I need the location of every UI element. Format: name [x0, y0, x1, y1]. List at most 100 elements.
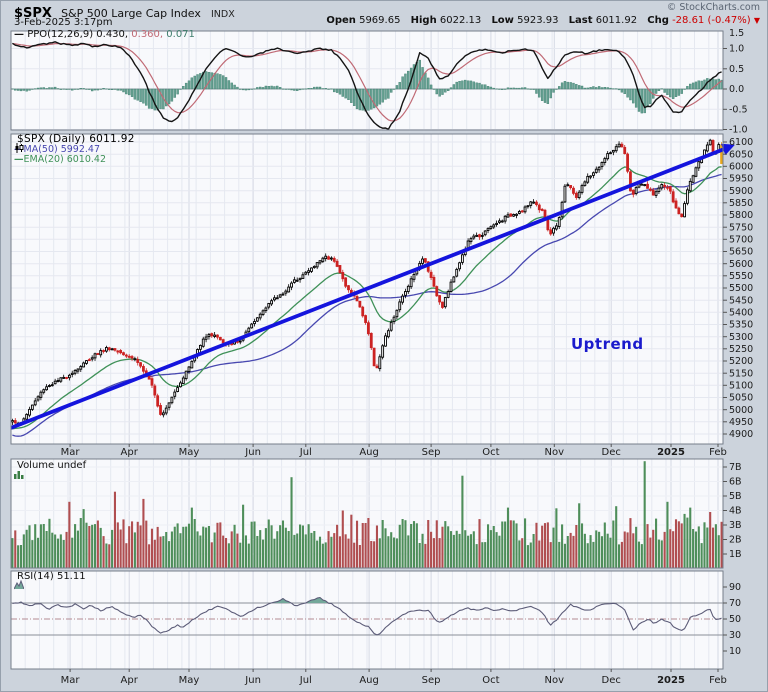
svg-text:1.5: 1.5: [729, 29, 744, 39]
svg-text:10: 10: [729, 646, 741, 657]
ppo-label: PPO(12,26,9): [27, 29, 94, 40]
rsi-legend-text: RSI(14) 51.11: [17, 571, 86, 582]
svg-text:5900: 5900: [729, 186, 753, 197]
chart-header: $SPX S&P 500 Large Cap Index INDX 3-Feb-…: [1, 1, 767, 29]
svg-text:Feb: Feb: [709, 675, 727, 686]
svg-text:2025: 2025: [657, 447, 685, 458]
svg-text:0.0: 0.0: [729, 84, 744, 95]
svg-text:5200: 5200: [729, 356, 753, 367]
ma50-legend-text: MA(50) 5992.47: [23, 143, 101, 155]
ppo-hist-value: 0.071: [166, 29, 195, 40]
ppo-signal-value: 0.360,: [131, 29, 164, 40]
svg-text:5100: 5100: [729, 381, 753, 392]
chg-label: Chg: [647, 15, 669, 26]
svg-text:Nov: Nov: [545, 447, 565, 458]
svg-text:Nov: Nov: [545, 675, 565, 686]
ema20-legend-row: —EMA(20) 6010.42: [14, 154, 135, 166]
svg-text:-0.5: -0.5: [729, 105, 748, 116]
low-value: 5923.93: [517, 15, 559, 26]
svg-text:Mar: Mar: [61, 447, 81, 458]
open-label: Open: [326, 15, 356, 26]
svg-text:5B: 5B: [729, 491, 742, 502]
svg-text:4900: 4900: [729, 429, 753, 440]
svg-text:Feb: Feb: [709, 447, 727, 458]
svg-text:1B: 1B: [729, 549, 742, 560]
svg-text:Dec: Dec: [602, 675, 621, 686]
symbol: $SPX: [14, 6, 52, 21]
high-value: 6022.13: [439, 15, 482, 26]
svg-text:1.0: 1.0: [729, 44, 744, 55]
svg-text:Mar: Mar: [61, 675, 81, 686]
svg-text:Apr: Apr: [121, 447, 139, 458]
last-value: 6011.92: [595, 15, 638, 26]
svg-text:5750: 5750: [729, 222, 753, 233]
svg-text:5800: 5800: [729, 210, 753, 221]
volume-status: undef: [57, 460, 87, 471]
volume-panel: 7B 6B 5B 4B 3B 2B 1B: [10, 458, 742, 569]
svg-text:7B: 7B: [729, 462, 742, 473]
svg-text:5600: 5600: [729, 259, 753, 270]
svg-text:May: May: [179, 447, 200, 458]
svg-text:5150: 5150: [729, 368, 753, 379]
ppo-line-swatch: —: [14, 29, 24, 40]
svg-text:5400: 5400: [729, 308, 753, 319]
ppo-value: 0.430,: [96, 29, 129, 40]
svg-text:5950: 5950: [729, 174, 753, 185]
svg-text:Jul: Jul: [299, 675, 312, 686]
svg-text:5250: 5250: [729, 344, 753, 355]
svg-text:6050: 6050: [729, 149, 753, 160]
svg-text:6100: 6100: [729, 137, 753, 148]
svg-text:Jun: Jun: [244, 447, 261, 458]
svg-text:Dec: Dec: [602, 447, 621, 458]
ema20-legend-text: EMA(20) 6010.42: [23, 154, 107, 165]
symbol-name: S&P 500 Large Cap Index: [61, 7, 201, 20]
svg-text:5850: 5850: [729, 198, 753, 209]
open-value: 5969.65: [359, 15, 401, 26]
svg-text:5500: 5500: [729, 283, 753, 294]
rsi-legend: RSI(14) 51.11: [14, 571, 86, 590]
svg-text:5000: 5000: [729, 405, 753, 416]
volume-label: Volume: [17, 460, 55, 471]
watermark: © StockCharts.com: [666, 2, 760, 13]
ppo-panel: 1.5 1.0 0.5 0.0 -0.5 -1.0: [10, 29, 748, 133]
svg-text:2025: 2025: [657, 675, 685, 686]
volume-legend: Volume undef: [14, 460, 87, 479]
svg-text:5650: 5650: [729, 247, 753, 258]
last-label: Last: [568, 15, 593, 26]
svg-text:May: May: [179, 675, 200, 686]
chart-datetime: 3-Feb-2025 3:17pm: [14, 17, 113, 28]
svg-text:4B: 4B: [729, 506, 742, 517]
chg-down-arrow-icon: ▼: [753, 16, 760, 25]
svg-text:6000: 6000: [729, 162, 753, 173]
ema20-swatch: —: [14, 154, 24, 165]
high-label: High: [410, 15, 437, 26]
ma50-legend-row: —MA(50) 5992.47: [14, 143, 135, 156]
svg-text:Aug: Aug: [359, 675, 379, 686]
svg-text:5450: 5450: [729, 295, 753, 306]
price-legend: $SPX (Daily) 6011.92 —MA(50) 5992.47 —EM…: [14, 134, 135, 166]
svg-text:5350: 5350: [729, 320, 753, 331]
svg-text:70: 70: [729, 598, 741, 609]
uptrend-annotation: Uptrend: [571, 335, 644, 353]
svg-text:Jun: Jun: [244, 675, 261, 686]
svg-text:0.5: 0.5: [729, 64, 744, 75]
svg-text:90: 90: [729, 582, 741, 593]
svg-text:3B: 3B: [729, 520, 742, 531]
svg-text:Oct: Oct: [482, 675, 499, 686]
svg-text:50: 50: [729, 614, 741, 625]
ppo-legend: — PPO(12,26,9) 0.430, 0.360, 0.071: [14, 29, 195, 40]
low-label: Low: [491, 15, 514, 26]
svg-text:6B: 6B: [729, 477, 742, 488]
svg-text:5300: 5300: [729, 332, 753, 343]
svg-text:5550: 5550: [729, 271, 753, 282]
svg-text:30: 30: [729, 630, 741, 641]
svg-text:5050: 5050: [729, 393, 753, 404]
symbol-row: $SPX S&P 500 Large Cap Index INDX: [14, 2, 235, 21]
quote-row: Open 5969.65 High 6022.13 Low 5923.93 La…: [319, 15, 760, 26]
rsi-panel: 90 70 50 30 10 Mar Apr May Jun Jul Aug Sep Oct Nov Dec…: [10, 570, 741, 686]
svg-text:4950: 4950: [729, 417, 753, 428]
svg-text:Jul: Jul: [299, 447, 312, 458]
svg-text:Aug: Aug: [359, 447, 379, 458]
